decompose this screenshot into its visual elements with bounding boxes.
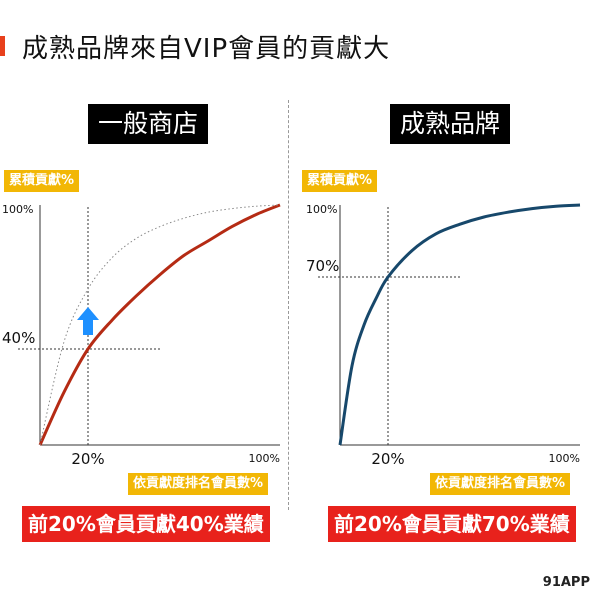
x-tick-20-mature: 20% [371,450,404,468]
x-tick-100-mature: 100% [549,452,580,465]
page-title: 成熟品牌來自VIP會員的貢獻大 [22,34,391,64]
y-tick-100-mature: 100% [306,203,337,216]
panel-title-general: 一般商店 [88,104,209,144]
y-tick-100-general: 100% [2,203,33,216]
brand-logo: 91APP [542,575,590,590]
conclusion-mature: 前20%會員貢獻70%業績 [328,506,576,542]
reference-curve-general [39,204,281,446]
panel-divider [288,100,289,510]
y-axis-label-general: 累積貢獻% [4,170,80,192]
x-tick-20-general: 20% [71,450,104,468]
curve-mature [338,203,581,446]
x-axis-label-mature: 依貢獻度排名會員數% [430,473,571,495]
up-arrow-icon [77,307,99,335]
panel-title-mature: 成熟品牌 [390,104,511,144]
x-axis-label-general: 依貢獻度排名會員數% [128,473,269,495]
y-axis-label-mature: 累積貢獻% [302,170,378,192]
conclusion-general: 前20%會員貢獻40%業績 [22,506,270,542]
curve-general [38,203,281,446]
y-tick-70-mature: 70% [306,257,339,275]
x-tick-100-general: 100% [249,452,280,465]
y-tick-40-general: 40% [2,329,35,347]
title-accent-bar [0,36,5,56]
